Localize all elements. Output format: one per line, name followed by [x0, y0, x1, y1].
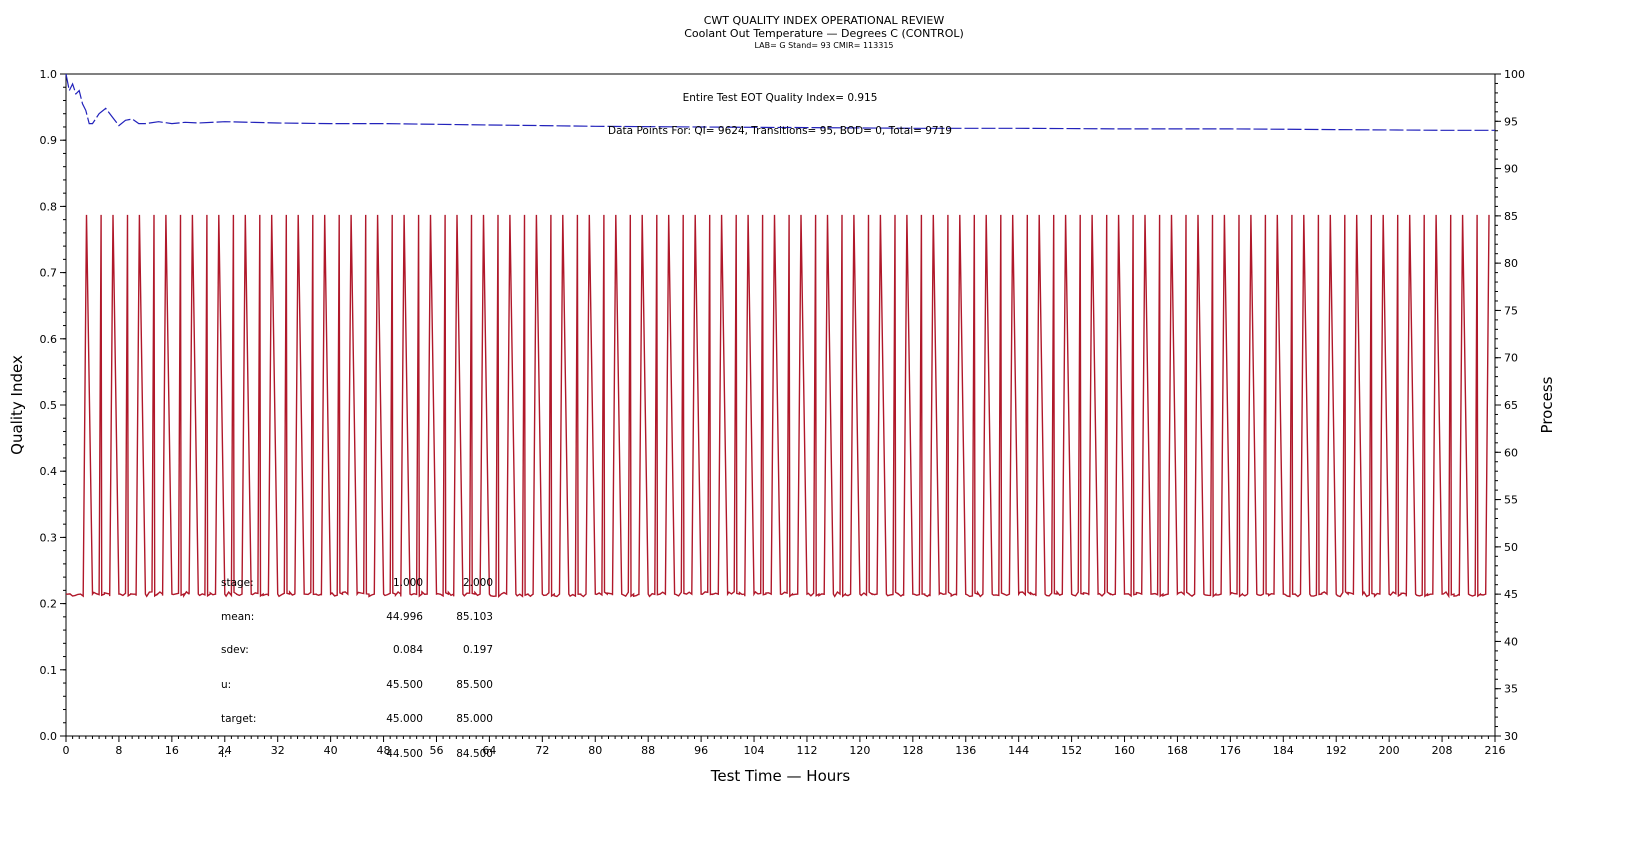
stats-stage1-value: 0.084	[393, 644, 423, 656]
stats-row-label: target:	[221, 713, 256, 725]
x-tick-label: 104	[744, 744, 765, 757]
x-tick-label: 128	[902, 744, 923, 757]
x-tick-label: 56	[429, 744, 443, 757]
y-tick-label: 0.7	[40, 267, 58, 280]
stats-stage2-value: 2.000	[463, 577, 493, 589]
stats-row-label: l:	[221, 748, 227, 760]
y2-axis-label: Process	[1538, 376, 1556, 433]
y-tick-label: 1.0	[40, 68, 58, 81]
eot-quality-index-note: Entire Test EOT Quality Index= 0.915	[683, 92, 878, 104]
chart-title-block: CWT QUALITY INDEX OPERATIONAL REVIEW Coo…	[0, 14, 1648, 51]
y-tick-label: 0.0	[40, 730, 58, 743]
x-tick-label: 24	[218, 744, 232, 757]
stats-stage2-value: 0.197	[463, 644, 493, 656]
y2-tick-label: 35	[1504, 683, 1518, 696]
x-tick-label: 120	[849, 744, 870, 757]
data-points-note: Data Points For: QI= 9624, Transitions= …	[608, 125, 952, 137]
x-tick-label: 184	[1273, 744, 1294, 757]
y2-tick-label: 95	[1504, 115, 1518, 128]
x-tick-label: 136	[955, 744, 976, 757]
quality-index-series-line	[65, 73, 1495, 131]
y-tick-label: 0.9	[40, 134, 58, 147]
x-tick-label: 176	[1220, 744, 1241, 757]
x-tick-label: 160	[1114, 744, 1135, 757]
x-tick-label: 152	[1061, 744, 1082, 757]
x-tick-label: 216	[1485, 744, 1506, 757]
stats-row-label: sdev:	[221, 644, 249, 656]
stats-stage1-value: 44.500	[386, 748, 423, 760]
chart-title: CWT QUALITY INDEX OPERATIONAL REVIEW	[703, 14, 945, 27]
x-tick-label: 168	[1167, 744, 1188, 757]
stats-stage1-value: 1.000	[393, 577, 423, 589]
chart-subtitle: Coolant Out Temperature — Degrees C (CON…	[684, 27, 964, 40]
y2-tick-label: 65	[1504, 399, 1518, 412]
stats-row-label: u:	[221, 679, 231, 691]
x-tick-label: 0	[63, 744, 70, 757]
annotations: Entire Test EOT Quality Index= 0.915 Data…	[221, 92, 952, 760]
axes: 0 8 16 24 32 40 48 56 64 72 80 88 96 104 112 120 128 136 1…	[8, 68, 1556, 785]
stats-stage2-value: 85.500	[456, 679, 493, 691]
stats-stage1-value: 44.996	[386, 611, 423, 623]
y2-tick-label: 50	[1504, 541, 1518, 554]
x-tick-label: 96	[694, 744, 708, 757]
y2-tick-label: 60	[1504, 446, 1518, 459]
y2-tick-label: 45	[1504, 588, 1518, 601]
x-tick-label: 200	[1379, 744, 1400, 757]
series-group	[65, 73, 1495, 599]
y-tick-label: 0.2	[40, 598, 58, 611]
stats-row-label: stage:	[221, 577, 254, 589]
x-tick-label: 144	[1008, 744, 1029, 757]
stats-stage2-value: 85.000	[456, 713, 493, 725]
y2-tick-label: 75	[1504, 304, 1518, 317]
x-tick-label: 192	[1326, 744, 1347, 757]
y2-tick-label: 30	[1504, 730, 1518, 743]
x-tick-label: 40	[324, 744, 338, 757]
y2-tick-label: 55	[1504, 494, 1518, 507]
y2-tick-label: 85	[1504, 210, 1518, 223]
x-tick-label: 88	[641, 744, 655, 757]
x-tick-label: 8	[115, 744, 122, 757]
y-tick-label: 0.6	[40, 333, 58, 346]
y-axis-label: Quality Index	[8, 355, 26, 455]
stats-stage2-value: 84.500	[456, 748, 493, 760]
y2-tick-label: 40	[1504, 635, 1518, 648]
x-axis-label: Test Time — Hours	[710, 767, 851, 785]
stats-row-label: mean:	[221, 611, 254, 623]
stats-stage1-value: 45.500	[386, 679, 423, 691]
y-tick-label: 0.3	[40, 531, 58, 544]
process-series-line	[65, 214, 1490, 599]
y-tick-label: 0.5	[40, 399, 58, 412]
x-tick-label: 208	[1432, 744, 1453, 757]
y-tick-label: 0.1	[40, 664, 58, 677]
y-tick-label: 0.4	[40, 465, 58, 478]
y2-tick-label: 90	[1504, 163, 1518, 176]
y2-tick-label: 70	[1504, 352, 1518, 365]
stats-stage2-value: 85.103	[456, 611, 493, 623]
chart-subtitle-lab: LAB= G Stand= 93 CMIR= 113315	[754, 41, 894, 50]
x-tick-label: 72	[535, 744, 549, 757]
x-tick-label: 32	[271, 744, 285, 757]
y2-tick-label: 80	[1504, 257, 1518, 270]
x-tick-label: 112	[796, 744, 817, 757]
y2-tick-label: 100	[1504, 68, 1525, 81]
x-tick-label: 48	[377, 744, 391, 757]
stats-stage1-value: 45.000	[386, 713, 423, 725]
x-tick-label: 64	[482, 744, 496, 757]
y-tick-label: 0.8	[40, 200, 58, 213]
x-tick-label: 16	[165, 744, 179, 757]
x-tick-label: 80	[588, 744, 602, 757]
